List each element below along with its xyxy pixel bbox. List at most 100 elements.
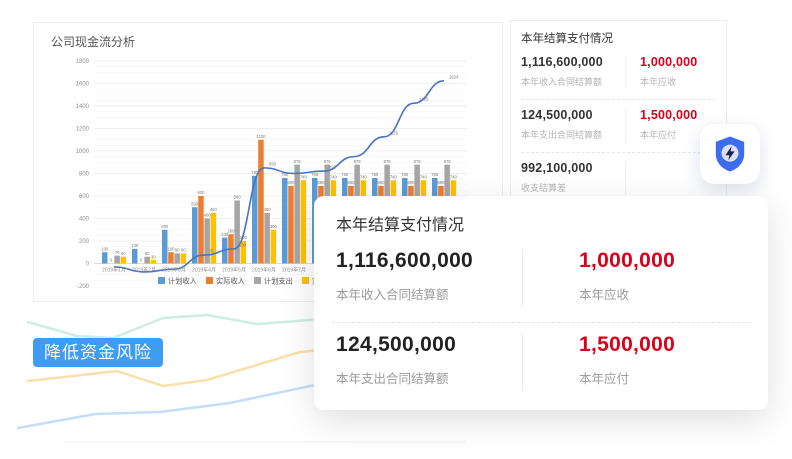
popup-income-value: 1,116,600,000 [336,249,474,272]
svg-text:200: 200 [240,235,248,240]
svg-text:2019年2月: 2019年2月 [132,267,156,274]
svg-text:90: 90 [175,248,180,253]
svg-text:1000: 1000 [76,149,90,155]
popup-title: 本年结算支付情况 [336,217,465,234]
svg-text:690: 690 [377,180,385,185]
svg-text:600: 600 [197,190,205,195]
svg-text:0: 0 [140,258,143,263]
popup-payable-value: 1,500,000 [579,333,676,356]
svg-text:300: 300 [161,224,169,229]
dotted-divider [332,322,750,323]
svg-text:879: 879 [354,159,362,164]
svg-text:740: 740 [450,174,458,179]
svg-text:879: 879 [294,159,302,164]
balance-cell: 992,100,000 收支结算差 [521,161,625,195]
svg-text:760: 760 [341,172,349,177]
svg-text:30: 30 [151,254,156,259]
svg-text:760: 760 [281,172,289,177]
payable-cell: 1,500,000 本年应付 [625,108,726,142]
svg-text:2019年7月: 2019年7月 [282,267,306,274]
popup-expense-value: 124,500,000 [336,333,457,356]
popup-receivable-label: 本年应收 [579,288,630,302]
expense-settled-cell: 124,500,000 本年支出合同结算额 [521,108,625,142]
dotted-divider [521,99,716,100]
svg-text:879: 879 [384,159,392,164]
expense-settled-label: 本年支出合同结算额 [521,130,603,140]
balance-right-cell [625,161,726,195]
svg-text:740: 740 [330,174,338,179]
svg-text:-200: -200 [77,284,90,290]
dotted-divider [521,152,716,153]
svg-text:740: 740 [390,174,398,179]
popup-income-cell: 1,116,600,000 本年收入合同结算额 [336,249,522,307]
svg-text:实际收入: 实际收入 [216,277,245,286]
svg-text:0: 0 [110,258,113,263]
payable-label: 本年应付 [640,130,677,140]
svg-text:100: 100 [101,246,109,251]
svg-text:90: 90 [181,248,186,253]
svg-text:1126: 1126 [389,130,399,135]
svg-text:560: 560 [234,195,242,200]
receivable-value: 1,000,000 [640,55,698,69]
svg-text:450: 450 [264,207,272,212]
svg-text:1800: 1800 [76,59,90,65]
popup-receivable-cell: 1,000,000 本年应收 [522,249,768,307]
svg-text:760: 760 [401,172,409,177]
svg-text:690: 690 [437,180,445,185]
svg-text:760: 760 [311,172,319,177]
svg-text:400: 400 [204,213,212,218]
svg-text:822: 822 [329,165,337,170]
popup-payable-label: 本年应付 [579,372,630,386]
panel-row-balance: 992,100,000 收支结算差 [511,159,726,201]
popup-income-label: 本年收入合同结算额 [336,288,449,302]
income-settled-cell: 1,116,600,000 本年收入合同结算额 [521,55,625,89]
svg-text:400: 400 [79,217,90,223]
svg-text:879: 879 [444,159,452,164]
svg-text:260: 260 [227,228,235,233]
svg-text:760: 760 [431,172,439,177]
svg-text:2019年1月: 2019年1月 [102,267,126,274]
svg-text:2019年6月: 2019年6月 [252,267,276,274]
payable-value: 1,500,000 [640,108,698,122]
svg-text:130: 130 [131,243,139,248]
income-settled-label: 本年收入合同结算额 [521,77,603,87]
panel-row-expense: 124,500,000 本年支出合同结算额 1,500,000 本年应付 [511,106,726,148]
popup-receivable-value: 1,000,000 [579,249,676,272]
svg-text:1400: 1400 [76,104,90,110]
svg-text:2019年4月: 2019年4月 [192,267,216,274]
chart-title: 公司现金流分析 [51,35,136,49]
svg-text:780: 780 [251,170,259,175]
svg-text:2019年3月: 2019年3月 [162,267,186,274]
svg-text:600: 600 [79,194,90,200]
svg-text:450: 450 [210,207,218,212]
svg-text:1600: 1600 [76,82,90,88]
receivable-label: 本年应收 [640,77,677,87]
svg-text:200: 200 [79,239,90,245]
svg-text:100: 100 [167,246,175,251]
receivable-cell: 1,000,000 本年应收 [625,55,726,89]
svg-text:1425: 1425 [419,97,429,102]
svg-text:879: 879 [414,159,422,164]
popup-row-expense: 124,500,000 本年支出合同结算额 1,500,000 本年应付 [314,327,768,391]
svg-text:0: 0 [86,262,90,268]
shield-bolt-icon [715,136,745,172]
svg-text:60: 60 [145,251,150,256]
svg-text:740: 740 [300,174,308,179]
balance-label: 收支结算差 [521,183,567,193]
svg-text:690: 690 [317,180,325,185]
svg-text:500: 500 [191,201,199,206]
settlement-panel: 本年结算支付情况 1,116,600,000 本年收入合同结算额 1,000,0… [510,20,727,230]
balance-value: 992,100,000 [521,161,593,175]
settlement-popup-card: 本年结算支付情况 1,116,600,000 本年收入合同结算额 1,000,0… [314,196,768,410]
svg-text:300: 300 [270,224,278,229]
svg-text:75: 75 [209,249,214,254]
svg-text:130: 130 [239,242,247,247]
svg-text:计划支出: 计划支出 [264,277,293,286]
popup-expense-cell: 124,500,000 本年支出合同结算额 [336,333,522,391]
svg-text:850: 850 [269,161,277,166]
svg-text:760: 760 [371,172,379,177]
svg-text:740: 740 [420,174,428,179]
security-shield-button[interactable] [700,124,760,184]
svg-text:690: 690 [407,180,415,185]
